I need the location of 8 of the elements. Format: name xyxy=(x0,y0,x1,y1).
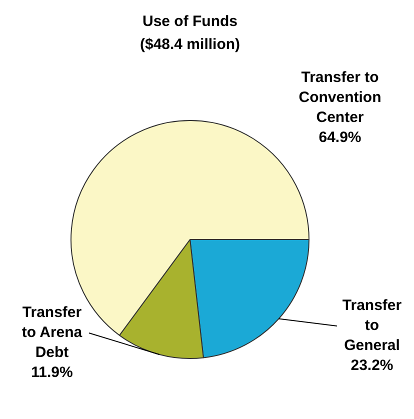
slice-label: Transfer to Arena Debt xyxy=(22,304,83,362)
data-label: 64.9% xyxy=(318,129,362,146)
chart-subtitle: ($48.4 million) xyxy=(140,36,240,54)
slice-label: Transfer to Convention Center xyxy=(298,69,382,126)
chart-title: Use of Funds xyxy=(142,13,238,30)
data-label: 23.2% xyxy=(350,357,394,374)
slice-label: Transfer to General xyxy=(342,297,402,354)
data-label: 11.9% xyxy=(31,364,73,382)
